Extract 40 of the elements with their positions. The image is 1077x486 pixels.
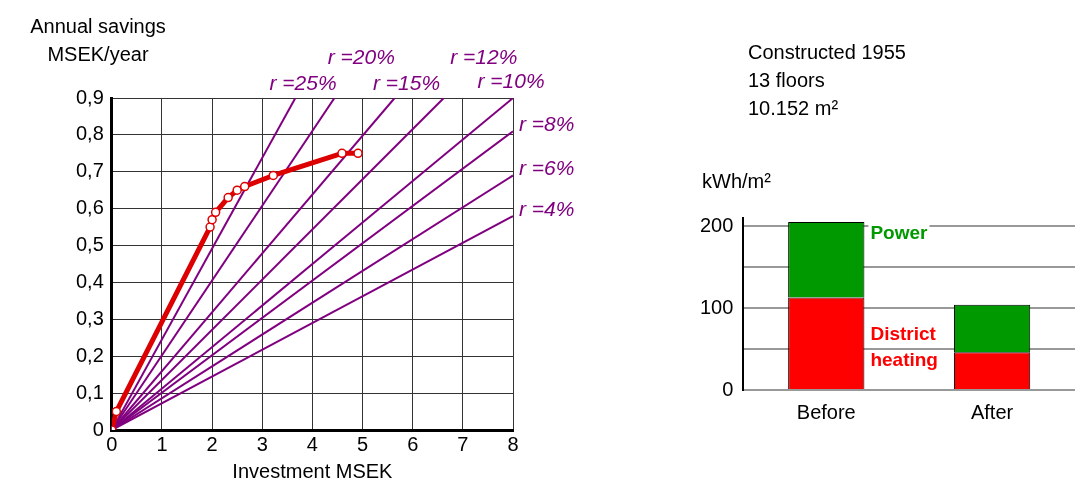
x-tick-label: 5	[356, 432, 369, 455]
series-label: r =25%	[269, 70, 337, 94]
series-label: r =6%	[519, 156, 575, 180]
series-label: r =8%	[519, 112, 575, 136]
y-tick-label: 0,9	[75, 85, 104, 108]
y-tick-label: 0,6	[75, 196, 104, 219]
series-label: r =15%	[373, 70, 441, 94]
y-tick-label: 200	[699, 213, 734, 236]
y-tick-label: 0,1	[75, 380, 104, 403]
x-tick-label: 0	[106, 432, 118, 455]
text: Constructed 1955	[748, 40, 906, 65]
x-axis-title: Investment MSEK	[232, 459, 394, 482]
y-tick-label: 0,2	[75, 343, 104, 366]
x-tick-label: Before	[796, 400, 856, 423]
y-tick-label: 0	[722, 377, 734, 400]
x-tick-label: 8	[507, 432, 519, 455]
y-tick-label: 0,7	[75, 159, 104, 182]
series-label: District heating	[870, 323, 938, 371]
y-tick-label: 0,3	[75, 306, 104, 329]
text: 10.152 m²	[748, 96, 840, 121]
series-label: Power	[870, 222, 929, 244]
series-label: r =4%	[519, 196, 575, 220]
y-tick-label: 0,5	[75, 233, 104, 256]
y-tick-label: 0	[92, 417, 104, 440]
x-tick-label: 4	[306, 432, 318, 455]
y-tick-label: 0,4	[75, 269, 104, 292]
x-tick-label: After	[970, 400, 1014, 423]
x-tick-label: 7	[457, 432, 469, 455]
x-tick-label: 1	[156, 432, 168, 455]
x-tick-label: 6	[407, 432, 419, 455]
text: 13 floors	[748, 68, 826, 93]
y-axis-title: Annual savings MSEK/year	[29, 14, 167, 67]
x-tick-label: 3	[256, 432, 268, 455]
series-label: r =20%	[327, 44, 395, 68]
series-label: r =10%	[477, 68, 545, 92]
y-axis-title: kWh/m²	[702, 170, 771, 193]
series-label: r =12%	[450, 44, 518, 68]
x-tick-label: 2	[206, 432, 218, 455]
y-tick-label: 100	[699, 295, 734, 318]
y-tick-label: 0,8	[75, 122, 104, 145]
